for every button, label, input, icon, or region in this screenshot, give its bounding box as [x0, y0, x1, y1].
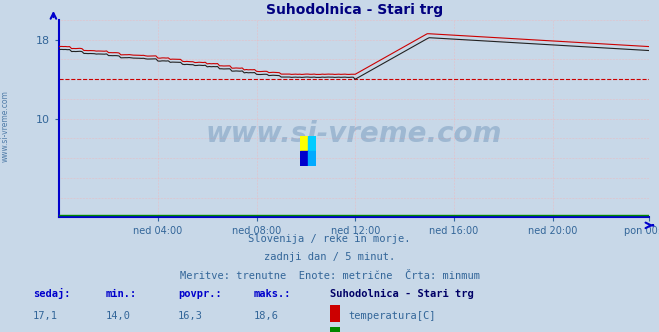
- Text: 16,3: 16,3: [178, 311, 203, 321]
- Text: 14,0: 14,0: [105, 311, 130, 321]
- Text: Meritve: trenutne  Enote: metrične  Črta: minmum: Meritve: trenutne Enote: metrične Črta: …: [179, 271, 480, 281]
- Text: 18,6: 18,6: [254, 311, 279, 321]
- Bar: [308, 151, 316, 166]
- Text: maks.:: maks.:: [254, 289, 291, 299]
- Text: Suhodolnica - Stari trg: Suhodolnica - Stari trg: [330, 289, 473, 299]
- Text: Slovenija / reke in morje.: Slovenija / reke in morje.: [248, 234, 411, 244]
- Text: www.si-vreme.com: www.si-vreme.com: [206, 121, 502, 148]
- Text: sedaj:: sedaj:: [33, 288, 71, 299]
- Text: www.si-vreme.com: www.si-vreme.com: [1, 90, 10, 162]
- Bar: [300, 151, 308, 166]
- Text: povpr.:: povpr.:: [178, 289, 221, 299]
- Title: Suhodolnica - Stari trg: Suhodolnica - Stari trg: [266, 3, 443, 17]
- Text: zadnji dan / 5 minut.: zadnji dan / 5 minut.: [264, 252, 395, 262]
- Bar: [308, 136, 316, 151]
- Bar: [300, 136, 308, 151]
- Text: temperatura[C]: temperatura[C]: [348, 311, 436, 321]
- Text: 17,1: 17,1: [33, 311, 58, 321]
- Text: min.:: min.:: [105, 289, 136, 299]
